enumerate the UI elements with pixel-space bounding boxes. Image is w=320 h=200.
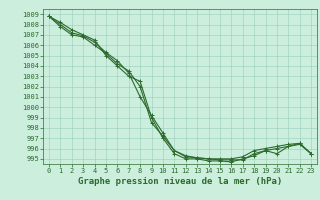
X-axis label: Graphe pression niveau de la mer (hPa): Graphe pression niveau de la mer (hPa)	[78, 177, 282, 186]
